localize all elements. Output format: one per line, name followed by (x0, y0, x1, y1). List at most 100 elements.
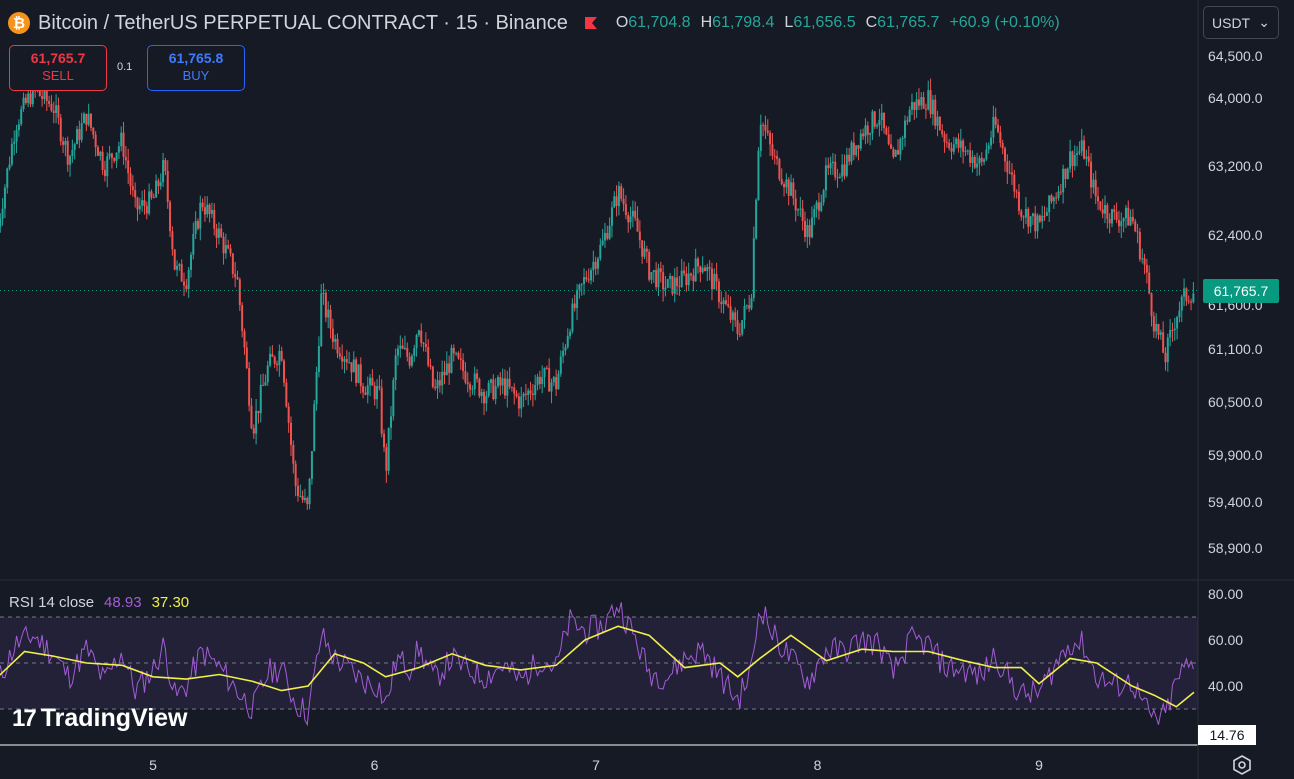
candle-body (322, 292, 325, 294)
candle-body (101, 151, 104, 170)
chevron-down-icon: ⌄ (1258, 14, 1270, 30)
price-tick-label: 64,000.0 (1208, 90, 1263, 106)
candle-body (817, 202, 820, 211)
candle-body (1094, 179, 1097, 197)
rsi-tick-label: 60.00 (1208, 632, 1243, 648)
candle-body (10, 143, 13, 165)
candle-body (180, 264, 183, 282)
candle-body (222, 236, 225, 254)
candle-body (559, 356, 562, 374)
candle-body (255, 410, 258, 434)
candle-body (936, 116, 939, 126)
candle-body (566, 335, 569, 348)
open-label: O (615, 14, 629, 31)
candle-body (192, 233, 195, 255)
candle-body (31, 82, 34, 105)
candle-body (445, 363, 448, 376)
sell-button[interactable]: 61,765.7 SELL (9, 45, 107, 91)
price-tick-label: 59,400.0 (1208, 494, 1263, 510)
candle-body (1097, 196, 1100, 202)
candle-body (680, 270, 683, 287)
currency-select[interactable]: USDT ⌄ (1203, 6, 1279, 39)
candle-body (638, 231, 641, 241)
candle-body (769, 132, 772, 145)
candle-body (376, 386, 379, 400)
candle-body (1006, 161, 1009, 173)
candle-body (473, 373, 476, 390)
candle-body (957, 138, 960, 148)
bitcoin-icon: ₿ (8, 12, 30, 34)
candle-body (29, 93, 32, 105)
candle-body (950, 148, 953, 152)
candle-body (1155, 323, 1158, 332)
flag-icon[interactable] (584, 16, 598, 30)
candle-body (3, 187, 6, 209)
candle-body (624, 204, 627, 216)
candle-body (808, 225, 811, 238)
tradingview-logo[interactable]: 17 TradingView (12, 704, 188, 733)
candle-body (1122, 218, 1125, 222)
candle-body (762, 124, 765, 126)
candle-body (615, 196, 618, 206)
candle-body (743, 305, 746, 321)
symbol-title[interactable]: Bitcoin / TetherUS PERPETUAL CONTRACT · … (38, 11, 568, 34)
gear-icon[interactable] (1231, 754, 1253, 776)
candle-body (122, 132, 125, 157)
candle-body (227, 245, 230, 249)
candle-body (897, 150, 900, 155)
candle-body (83, 113, 86, 124)
candle-body (229, 248, 232, 254)
candle-body (1162, 332, 1165, 353)
candle-body (1062, 168, 1065, 193)
candle-body (545, 367, 548, 369)
price-tick-label: 64,500.0 (1208, 48, 1263, 64)
candle-body (499, 377, 502, 386)
candle-body (1078, 151, 1081, 154)
rsi-legend[interactable]: RSI 14 close 48.93 37.30 (9, 594, 189, 611)
candle-body (422, 342, 425, 344)
rsi-ma-value: 37.30 (151, 594, 190, 611)
candle-body (259, 384, 262, 414)
candle-body (66, 140, 69, 165)
candle-body (201, 202, 204, 208)
candle-body (636, 218, 639, 232)
candle-body (155, 180, 158, 198)
candle-body (676, 277, 679, 286)
price-tick-label: 60,500.0 (1208, 394, 1263, 410)
candle-body (73, 144, 76, 150)
candle-body (734, 312, 737, 321)
candle-body (159, 182, 162, 187)
candle-body (485, 395, 488, 404)
candle-body (1171, 329, 1174, 331)
candle-body (945, 142, 948, 144)
candle-body (203, 207, 206, 215)
candle-body (455, 352, 458, 354)
buy-price: 61,765.8 (168, 50, 224, 66)
price-tick-label: 59,900.0 (1208, 447, 1263, 463)
candle-body (927, 90, 930, 110)
rsi-axis: 80.00 60.00 40.00 (1208, 586, 1243, 694)
candle-body (880, 112, 883, 121)
candle-body (357, 364, 360, 383)
candle-body (294, 463, 297, 486)
candle-body (1166, 337, 1169, 363)
candle-body (834, 161, 837, 178)
candle-body (622, 198, 625, 205)
candle-body (464, 371, 467, 383)
candle-body (1143, 258, 1146, 265)
rsi-tick-label: 40.00 (1208, 678, 1243, 694)
candle-body (129, 173, 132, 187)
buy-button[interactable]: 61,765.8 BUY (147, 45, 245, 91)
candle-body (727, 304, 730, 307)
candle-body (459, 358, 462, 360)
candle-body (43, 88, 46, 99)
candle-body (496, 377, 499, 387)
candle-body (1064, 168, 1067, 179)
ohlc-values: O61,704.8 H61,798.4 L61,656.5 C61,765.7 … (616, 14, 1060, 32)
candle-body (906, 120, 909, 122)
candle-body (687, 273, 690, 286)
candle-body (520, 396, 523, 409)
candle-body (910, 102, 913, 110)
